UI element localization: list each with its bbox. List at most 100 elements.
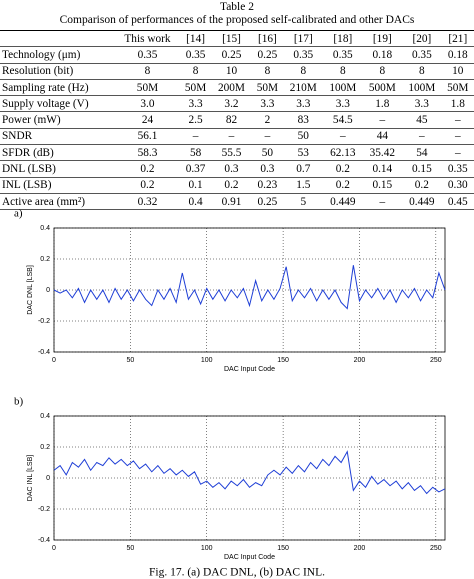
table-cell: 0.3 (211, 160, 252, 178)
table-cell: 0.2 (115, 160, 180, 178)
row-label: SNDR (0, 128, 116, 146)
y-tick-label: -0.4 (38, 349, 50, 356)
panel-label: a) (14, 208, 23, 220)
table-cell: 0.25 (211, 46, 252, 64)
y-tick-label: 0.4 (40, 413, 50, 420)
table-cell: 8 (283, 63, 324, 80)
table-cell: 0.2 (211, 177, 252, 194)
header-cell: [17] (283, 29, 324, 48)
table-cell: 45 (402, 111, 442, 129)
row-label: Active area (mm²) (0, 193, 116, 211)
table-cell: 1.8 (362, 95, 403, 113)
table-cell: – (362, 193, 403, 211)
table-cell: 50M (441, 79, 474, 97)
table-cell: 0.449 (402, 193, 442, 211)
table-row: SFDR (dB) 58.3 58 55.5 50 53 62.13 35.42 54– (0, 144, 474, 162)
table-cell: 0.35 (283, 46, 324, 64)
table-row: Power (mW) 24 2.5 82 2 83 54.5–45– (0, 111, 474, 129)
y-tick-label: 0 (46, 287, 50, 294)
table-cell: 3.3 (251, 95, 284, 113)
table-cell: 8 (402, 63, 442, 80)
table-cell: 200M (211, 79, 252, 97)
row-label: Supply voltage (V) (0, 95, 116, 113)
table-cell: 54.5 (323, 111, 363, 129)
header-cell: [15] (211, 29, 252, 48)
table-cell: 3.2 (211, 95, 252, 113)
table-cell: – (441, 128, 474, 146)
panel-label: b) (14, 396, 24, 408)
header-cell: [20] (402, 29, 442, 48)
table-cell: 0.3 (251, 160, 284, 178)
y-tick-label: 0.2 (40, 256, 50, 263)
table-cell: 0.32 (115, 193, 180, 211)
table-cell: 50 (283, 128, 324, 146)
table-cell: 0.23 (251, 177, 284, 194)
table-cell: 0.30 (441, 177, 474, 194)
y-tick-label: -0.2 (38, 506, 50, 513)
table-cell: 8 (362, 63, 403, 80)
table-cell: 50 (251, 144, 284, 162)
table-cell: 8 (251, 63, 284, 80)
x-tick-label: 250 (430, 545, 442, 552)
table-cell: 10 (211, 63, 252, 80)
x-tick-label: 200 (354, 545, 366, 552)
x-tick-label: 150 (277, 545, 289, 552)
table-cell: 0.35 (323, 46, 363, 64)
table-cell: 24 (115, 111, 180, 129)
table-cell: 0.35 (115, 46, 180, 64)
y-tick-label: 0 (46, 475, 50, 482)
row-label: SFDR (dB) (0, 144, 116, 162)
table-cell: 8 (323, 63, 363, 80)
x-tick-label: 0 (52, 545, 56, 552)
table-cell: 0.18 (362, 46, 403, 64)
table-cell: 54 (402, 144, 442, 162)
data-line (53, 450, 446, 495)
row-label: Sampling rate (Hz) (0, 79, 116, 97)
row-label: Resolution (bit) (0, 63, 116, 80)
row-label: INL (LSB) (0, 177, 116, 194)
y-tick-label: 0.4 (40, 225, 50, 232)
header-cell: [21] (441, 29, 474, 48)
y-tick-label: 0.2 (40, 444, 50, 451)
table-row: Resolution (bit) 8 8 10 8 8 8 8 8 10 (0, 63, 474, 80)
table-cell: 0.45 (441, 193, 474, 211)
table-cell: 0.1 (179, 177, 212, 194)
table-cell: 500M (362, 79, 403, 97)
table-cell: 0.14 (362, 160, 403, 178)
x-tick-label: 0 (52, 357, 56, 364)
figure-caption: Fig. 17. (a) DAC DNL, (b) DAC INL. (149, 567, 325, 579)
table-cell: 0.15 (362, 177, 403, 194)
table-row: Sampling rate (Hz) 50M 50M 200M 50M 210M 100M 5… (0, 79, 474, 97)
table-cell: 50M (115, 79, 180, 97)
table-cell: 50M (251, 79, 284, 97)
table-cell: 58 (179, 144, 212, 162)
table-row: INL (LSB) 0.2 0.1 0.2 0.23 1.5 0.2 0.15 0.2 0.30 (0, 177, 474, 194)
x-tick-label: 150 (277, 357, 289, 364)
table-cell: 50M (179, 79, 212, 97)
table-cell: – (402, 128, 442, 146)
table-cell: 0.2 (402, 177, 442, 194)
table-cell: 0.449 (323, 193, 363, 211)
row-label: Power (mW) (0, 111, 116, 129)
table-cell: – (362, 111, 403, 129)
x-axis-label: DAC Input Code (224, 366, 275, 373)
corner-cell (0, 29, 116, 48)
table-cell: 3.3 (402, 95, 442, 113)
table-cell: – (441, 144, 474, 162)
table-cell: 0.2 (323, 177, 363, 194)
table-row: DNL (LSB) 0.2 0.37 0.3 0.3 0.7 0.2 0.14 0.15 0.35 (0, 160, 474, 178)
header-cell: [16] (251, 29, 284, 48)
comparison-table: This work [14] [15] [16] [17] [18] [19] [20] [21… (0, 29, 474, 211)
table-cell: 1.8 (441, 95, 474, 113)
table-cell: 0.37 (179, 160, 212, 178)
table-cell: 62.13 (323, 144, 363, 162)
header-cell: [14] (179, 29, 212, 48)
table-cell: 1.5 (283, 177, 324, 194)
table-cell: 8 (115, 63, 180, 80)
x-tick-label: 200 (354, 357, 366, 364)
table-cell: – (323, 128, 363, 146)
table-cell: – (441, 111, 474, 129)
table-cell: 2 (251, 111, 284, 129)
